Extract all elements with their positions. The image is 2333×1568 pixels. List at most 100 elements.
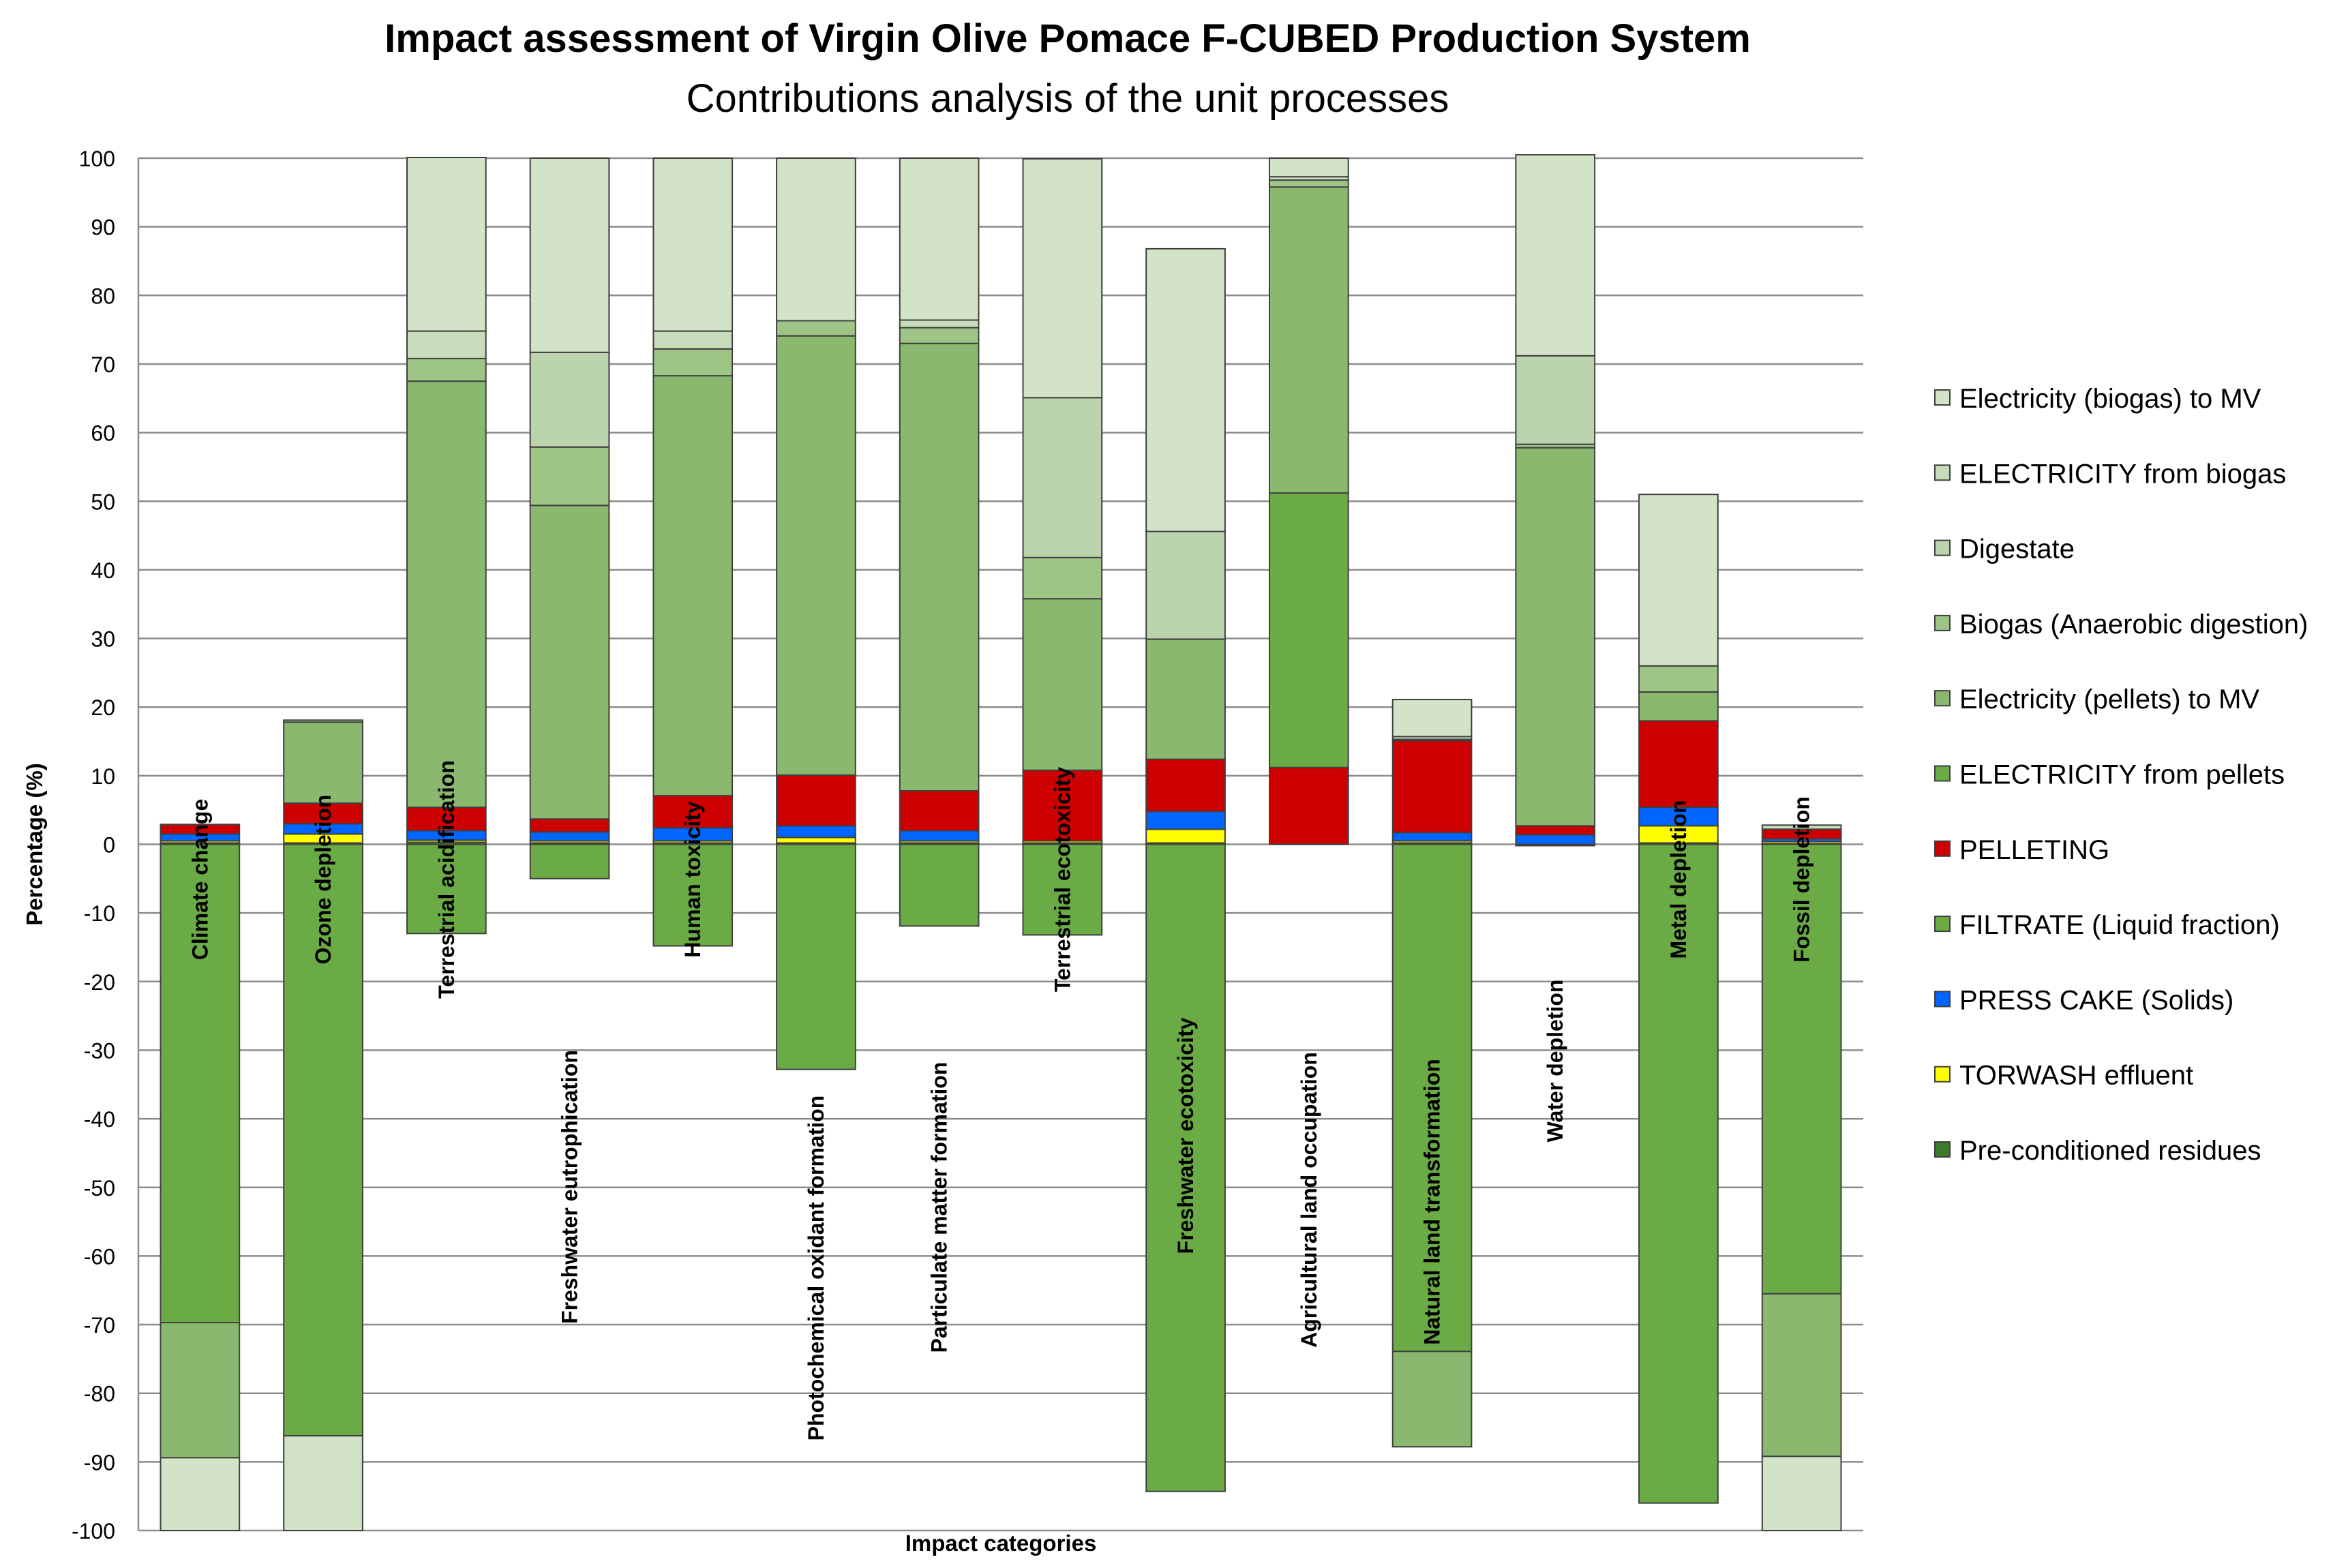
y-tick-label: 20	[91, 695, 115, 720]
bar-segment	[899, 830, 980, 842]
legend-label: ELECTRICITY from pellets	[1959, 760, 2285, 790]
bar-segment	[899, 342, 980, 791]
y-tick-label: -50	[84, 1176, 115, 1201]
bar-segment	[1022, 556, 1103, 600]
y-tick-label: -20	[84, 970, 115, 995]
y-tick-label: 90	[91, 215, 115, 240]
y-tick-label: -40	[84, 1107, 115, 1132]
legend-label: Digestate	[1959, 534, 2075, 564]
bar-segment	[529, 504, 610, 820]
bar-segment	[652, 157, 734, 332]
bar-segment	[1269, 186, 1349, 494]
bar-segment	[1022, 598, 1103, 771]
category-label: Particulate matter formation	[927, 1062, 952, 1353]
bar-segment	[283, 719, 363, 723]
bar-segment	[160, 843, 241, 1323]
legend: Electricity (biogas) to MV ELECTRICITY fr…	[1934, 384, 2308, 1166]
legend-swatch	[1934, 389, 1951, 406]
category-label: Freshwater ecotoxicity	[1173, 1017, 1198, 1254]
category-labels: Climate change Ozone depletion Terrestrial…	[187, 760, 1813, 1441]
legend-swatch	[1934, 916, 1951, 933]
y-tick-label: 0	[103, 833, 115, 858]
legend-label: Electricity (biogas) to MV	[1959, 384, 2261, 414]
bar-segment	[652, 348, 734, 377]
legend-swatch	[1934, 840, 1951, 857]
bar-segment	[1391, 832, 1473, 842]
bar-segment	[1515, 843, 1596, 847]
category-label: Ozone depletion	[311, 795, 335, 965]
bar-segment	[776, 320, 856, 337]
bar-segment	[899, 157, 980, 321]
category-label: Fossil depletion	[1790, 796, 1814, 963]
bar-segment	[1145, 843, 1226, 1492]
bar-segment	[1145, 247, 1226, 532]
category-label: Climate change	[187, 799, 212, 961]
bar-segment	[1022, 769, 1103, 842]
category-label: Natural land transformation	[1420, 1059, 1445, 1345]
bar-segment	[529, 351, 610, 448]
bar-segment	[1145, 811, 1226, 830]
bar-segment	[1638, 494, 1719, 667]
bar-segment	[1638, 665, 1719, 693]
bar-segment	[776, 157, 856, 322]
bar-segment	[1145, 530, 1226, 640]
bar-segment	[406, 330, 487, 359]
bar-segment	[1269, 492, 1349, 768]
bar-segment	[776, 774, 856, 827]
bar-segment	[1269, 179, 1349, 188]
y-tick-label: -90	[84, 1450, 115, 1475]
category-label: Photochemical oxidant formation	[804, 1096, 828, 1441]
bar-segment	[1515, 834, 1596, 845]
bar-segment	[1761, 824, 1842, 830]
bar-segment	[1022, 843, 1103, 936]
bar-segment	[1269, 766, 1349, 845]
legend-swatch	[1934, 1141, 1951, 1158]
bar-segment	[1145, 828, 1226, 844]
legend-swatch	[1934, 690, 1951, 707]
bar-segment	[1391, 740, 1473, 834]
legend-label: FILTRATE (Liquid fraction)	[1959, 910, 2280, 940]
bar-segment	[1638, 691, 1719, 722]
bar-segment	[776, 825, 856, 839]
category-label: Agricultural land occupation	[1297, 1052, 1321, 1348]
y-tick-label: 70	[91, 352, 115, 377]
chart-title: Impact assessment of Virgin Olive Pomace…	[385, 16, 1751, 61]
y-tick-label: -100	[72, 1519, 115, 1543]
bar-segment	[899, 843, 980, 927]
bar-segment	[1391, 699, 1473, 738]
y-axis-ticks: 1009080706050403020100-10-20-30-40-50-60…	[72, 147, 115, 1543]
legend-label: PELLETING	[1959, 835, 2109, 865]
bar-segment	[776, 843, 856, 1070]
legend-label: TORWASH effluent	[1959, 1061, 2193, 1091]
bar-segment	[529, 446, 610, 507]
bar-segment	[652, 843, 734, 947]
bar-segment	[406, 380, 487, 809]
bar-segment	[776, 836, 856, 844]
legend-label: Pre-conditioned residues	[1959, 1136, 2261, 1166]
bar-segment	[1638, 843, 1719, 1504]
chart-subtitle: Contributions analysis of the unit proce…	[687, 76, 1449, 121]
y-tick-label: 10	[91, 764, 115, 789]
bar-segment	[529, 157, 610, 353]
bar-segment	[1145, 638, 1226, 760]
bars	[160, 154, 1842, 1532]
y-tick-label: -80	[84, 1382, 115, 1406]
bar-segment	[1638, 720, 1719, 809]
category-label: Freshwater eutrophication	[558, 1050, 582, 1324]
bar-segment	[1761, 1293, 1842, 1458]
category-label: Terrestrial ecotoxicity	[1050, 767, 1074, 992]
y-tick-label: 50	[91, 489, 115, 514]
bar-segment	[1022, 397, 1103, 558]
bar-segment	[529, 831, 610, 842]
bar-segment	[1022, 158, 1103, 399]
bar-segment	[1761, 843, 1842, 1295]
bar-segment	[160, 1322, 241, 1459]
bar-segment	[529, 818, 610, 833]
bar-segment	[1515, 825, 1596, 836]
bar-segment	[899, 319, 980, 329]
y-tick-label: -30	[84, 1038, 115, 1063]
legend-swatch	[1934, 539, 1951, 556]
bar-segment	[283, 721, 363, 804]
bar-segment	[406, 157, 487, 332]
